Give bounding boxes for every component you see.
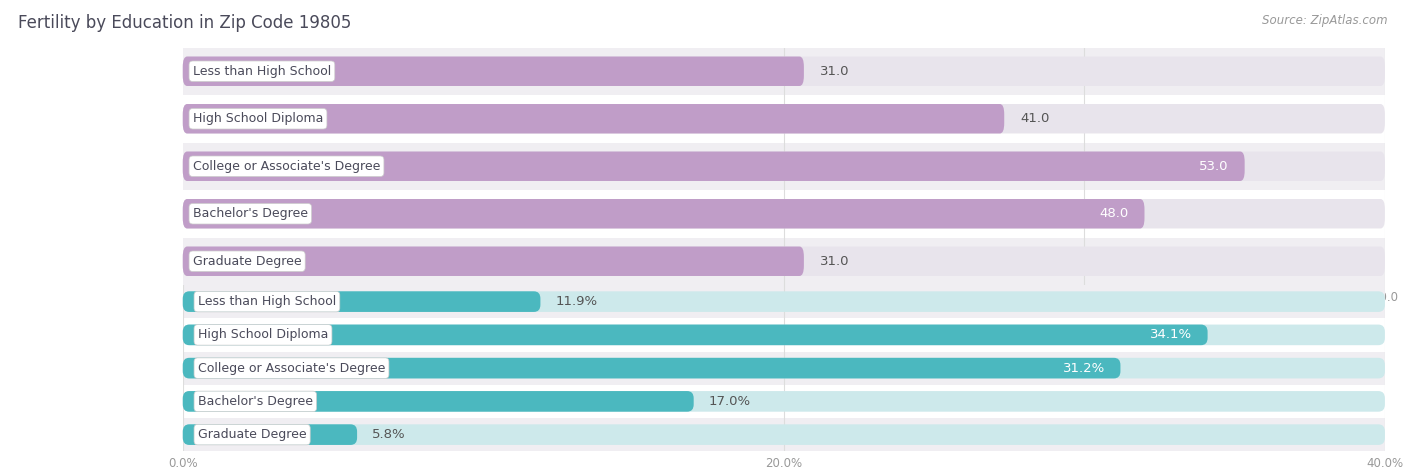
Text: Bachelor's Degree: Bachelor's Degree [198, 395, 312, 408]
Text: Graduate Degree: Graduate Degree [198, 428, 307, 441]
FancyBboxPatch shape [183, 104, 1385, 133]
Text: Source: ZipAtlas.com: Source: ZipAtlas.com [1263, 14, 1388, 27]
Bar [183, 48, 1385, 95]
FancyBboxPatch shape [183, 57, 804, 86]
Text: 31.0: 31.0 [820, 65, 849, 78]
FancyBboxPatch shape [183, 199, 1144, 228]
FancyBboxPatch shape [183, 391, 1385, 412]
Text: Graduate Degree: Graduate Degree [193, 255, 301, 268]
Text: 41.0: 41.0 [1021, 112, 1050, 125]
FancyBboxPatch shape [183, 291, 540, 312]
Text: Bachelor's Degree: Bachelor's Degree [193, 207, 308, 220]
Text: College or Associate's Degree: College or Associate's Degree [193, 160, 380, 173]
FancyBboxPatch shape [183, 247, 1385, 276]
FancyBboxPatch shape [183, 358, 1121, 379]
Text: 48.0: 48.0 [1099, 207, 1129, 220]
FancyBboxPatch shape [183, 152, 1244, 181]
Bar [183, 385, 1385, 418]
Bar [183, 142, 1385, 190]
Text: 34.1%: 34.1% [1150, 328, 1192, 342]
Text: High School Diploma: High School Diploma [198, 328, 328, 342]
FancyBboxPatch shape [183, 152, 1385, 181]
FancyBboxPatch shape [183, 424, 357, 445]
FancyBboxPatch shape [183, 324, 1208, 345]
Bar [183, 285, 1385, 318]
Text: 53.0: 53.0 [1199, 160, 1229, 173]
Text: Less than High School: Less than High School [198, 295, 336, 308]
Bar [183, 95, 1385, 142]
Text: Less than High School: Less than High School [193, 65, 330, 78]
Text: 11.9%: 11.9% [555, 295, 598, 308]
FancyBboxPatch shape [183, 104, 1004, 133]
FancyBboxPatch shape [183, 57, 1385, 86]
FancyBboxPatch shape [183, 199, 1385, 228]
FancyBboxPatch shape [183, 358, 1385, 379]
Text: Fertility by Education in Zip Code 19805: Fertility by Education in Zip Code 19805 [18, 14, 352, 32]
Bar [183, 352, 1385, 385]
FancyBboxPatch shape [183, 391, 693, 412]
Bar [183, 190, 1385, 238]
FancyBboxPatch shape [183, 324, 1385, 345]
FancyBboxPatch shape [183, 291, 1385, 312]
Bar [183, 238, 1385, 285]
FancyBboxPatch shape [183, 424, 1385, 445]
Text: College or Associate's Degree: College or Associate's Degree [198, 361, 385, 375]
Bar [183, 418, 1385, 451]
FancyBboxPatch shape [183, 247, 804, 276]
Text: High School Diploma: High School Diploma [193, 112, 323, 125]
Bar [183, 318, 1385, 352]
Text: 31.2%: 31.2% [1063, 361, 1105, 375]
Text: 17.0%: 17.0% [709, 395, 751, 408]
Text: 31.0: 31.0 [820, 255, 849, 268]
Text: 5.8%: 5.8% [373, 428, 406, 441]
